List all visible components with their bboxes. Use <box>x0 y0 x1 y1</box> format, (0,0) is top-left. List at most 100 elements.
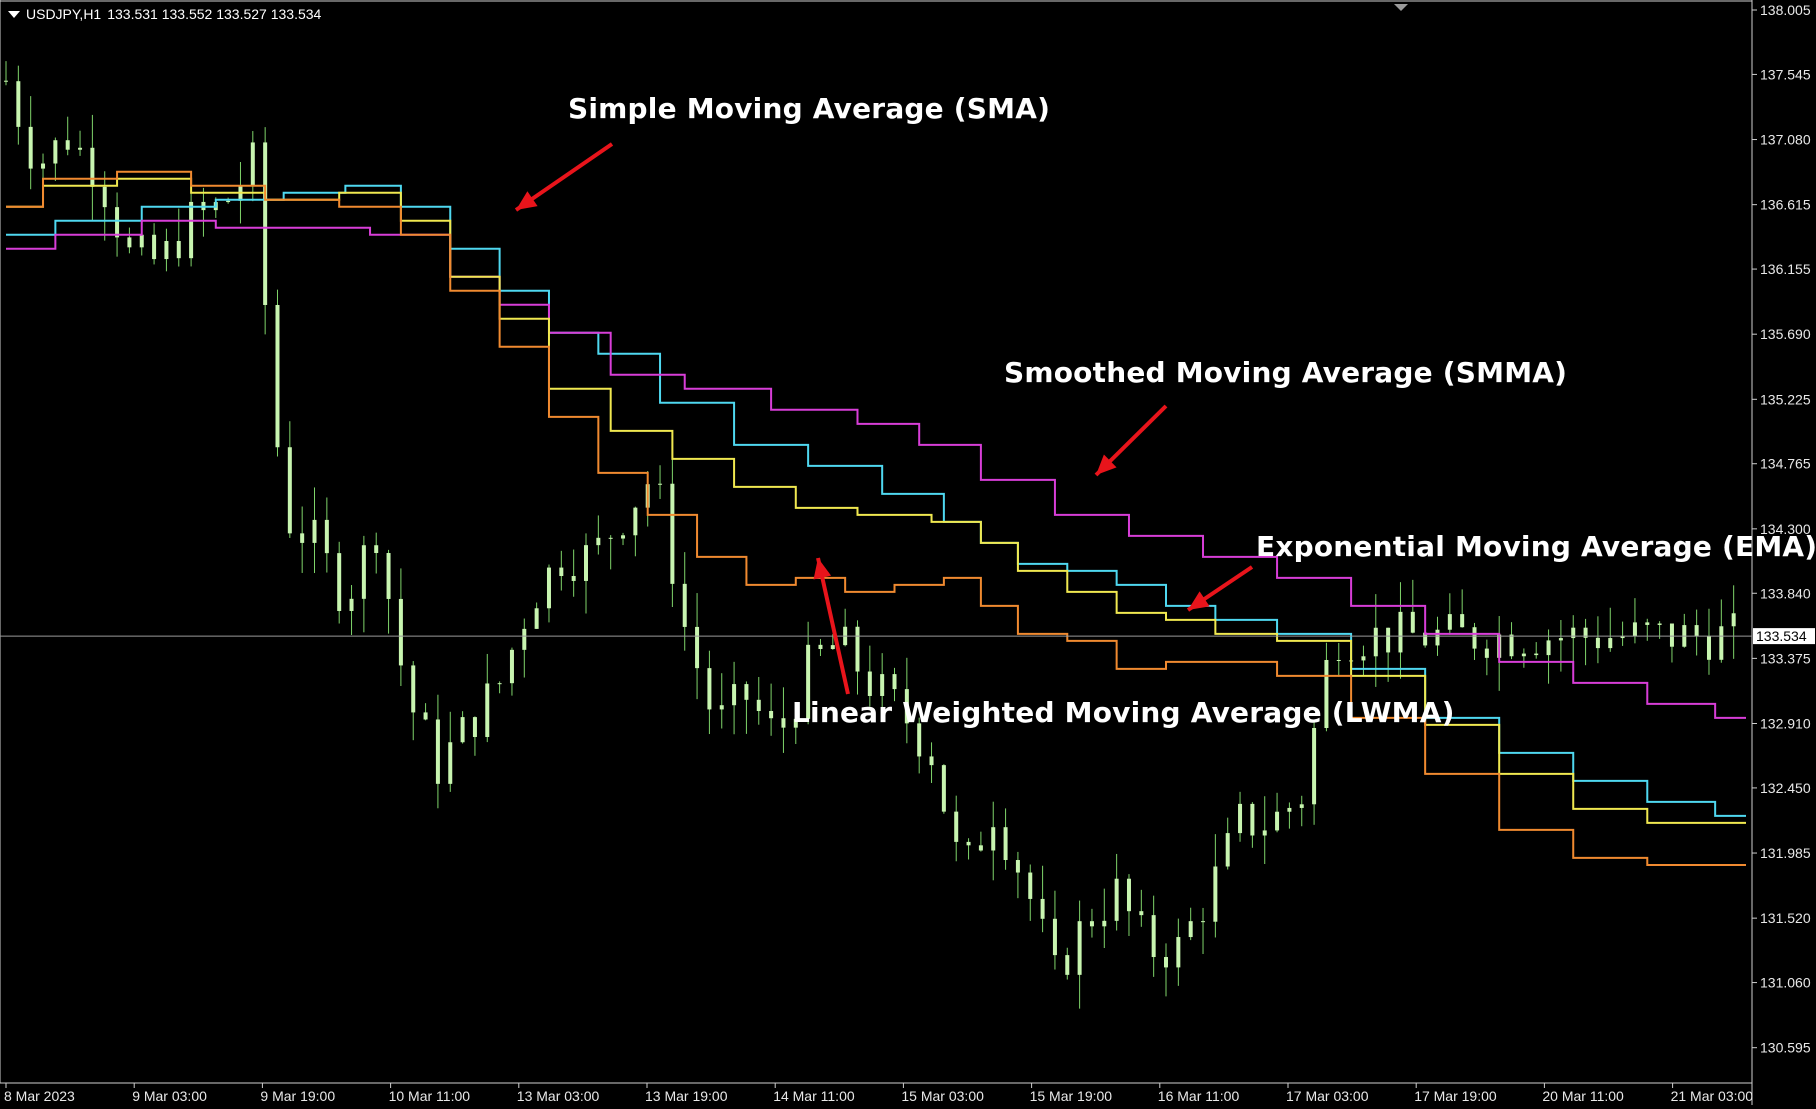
x-tick-label: 13 Mar 03:00 <box>517 1088 600 1104</box>
candle-body <box>534 608 539 629</box>
candle-body <box>1275 811 1280 831</box>
candle-body <box>497 683 502 685</box>
candle-body <box>1287 807 1292 812</box>
candle-body <box>880 674 885 696</box>
candle-body <box>744 684 749 700</box>
candle-body <box>1645 622 1650 625</box>
shift-marker-icon <box>1394 4 1408 11</box>
y-tick-label: 131.060 <box>1760 975 1811 991</box>
sma-line <box>6 184 1746 817</box>
candle-body <box>1312 727 1317 805</box>
candle-body <box>596 537 601 546</box>
candle-body <box>324 519 329 554</box>
candle-body <box>1065 955 1070 975</box>
y-tick-label: 134.300 <box>1760 521 1811 537</box>
candle-body <box>1632 622 1637 637</box>
symbol-header[interactable]: USDJPY,H1 133.531 133.552 133.527 133.53… <box>8 6 321 22</box>
sma-arrow-icon-head <box>516 191 538 210</box>
annotation-arrows <box>514 142 1254 695</box>
candle-body <box>1669 623 1674 647</box>
candle-body <box>263 142 268 305</box>
candle-body <box>546 567 551 609</box>
y-tick-label: 131.985 <box>1760 845 1811 861</box>
candle-body <box>1571 627 1576 639</box>
candle-body <box>1015 860 1020 873</box>
y-tick-label: 137.080 <box>1760 132 1811 148</box>
candle-body <box>102 186 107 208</box>
candle-body <box>855 626 860 672</box>
candle-body <box>1386 627 1391 653</box>
candle-body <box>584 545 588 581</box>
smma-annotation: Smoothed Moving Average (SMMA) <box>1004 356 1568 389</box>
candle-body <box>1423 632 1428 646</box>
candle-body <box>695 626 700 669</box>
candle-body <box>1484 648 1489 658</box>
candle-body <box>769 711 774 719</box>
price-tag-label: 133.534 <box>1756 628 1807 644</box>
candles-group <box>4 61 1736 1009</box>
x-tick-label: 21 Mar 03:00 <box>1671 1088 1754 1104</box>
x-tick-label: 15 Mar 19:00 <box>1030 1088 1113 1104</box>
candle-body <box>830 645 835 650</box>
candle-body <box>509 649 514 684</box>
x-tick-label: 16 Mar 11:00 <box>1158 1088 1240 1104</box>
candle-body <box>16 81 21 127</box>
candle-body <box>1299 804 1304 808</box>
candle-body <box>682 583 687 627</box>
candle-body <box>472 717 477 737</box>
candle-body <box>1521 653 1526 657</box>
smma-arrow-icon-head <box>1096 454 1117 475</box>
candle-body <box>349 598 354 611</box>
candle-body <box>1534 653 1539 656</box>
candle-body <box>41 163 46 169</box>
candle-body <box>374 545 379 554</box>
candle-body <box>1077 921 1082 975</box>
y-tick-label: 134.765 <box>1760 456 1811 472</box>
candle-body <box>1250 803 1255 836</box>
candle-body <box>818 644 823 650</box>
candle-body <box>361 545 366 599</box>
candle-body <box>522 628 527 650</box>
candle-body <box>1164 957 1168 968</box>
candle-body <box>1509 634 1514 657</box>
candle-body <box>115 207 120 238</box>
candle-body <box>398 598 403 666</box>
candle-body <box>929 756 934 766</box>
y-tick-label: 136.155 <box>1760 261 1811 277</box>
ema-annotation: Exponential Moving Average (EMA) <box>1256 530 1816 563</box>
candle-body <box>941 765 946 812</box>
ema-line <box>6 177 1746 824</box>
candle-body <box>1225 833 1230 867</box>
candle-body <box>1620 636 1625 639</box>
candle-body <box>1089 921 1094 927</box>
lwma-arrow-icon-shaft <box>816 557 850 695</box>
lwma-line <box>6 170 1746 866</box>
chevron-down-icon[interactable] <box>8 10 20 18</box>
candle-body <box>300 533 305 543</box>
candle-body <box>460 717 465 743</box>
candle-body <box>176 240 181 259</box>
x-tick-label: 8 Mar 2023 <box>4 1088 75 1104</box>
candle-body <box>867 671 872 696</box>
candle-body <box>164 240 169 260</box>
candle-body <box>1114 878 1119 921</box>
x-tick-label: 9 Mar 03:00 <box>132 1088 207 1104</box>
candle-body <box>65 140 70 150</box>
candle-body <box>756 699 761 712</box>
candle-body <box>707 668 712 710</box>
x-tick-label: 17 Mar 19:00 <box>1414 1088 1497 1104</box>
y-tick-label: 132.910 <box>1760 715 1811 731</box>
y-tick-label: 130.595 <box>1760 1040 1811 1056</box>
candle-body <box>1361 656 1366 661</box>
candle-body <box>1151 915 1156 958</box>
candle-body <box>1102 920 1107 927</box>
x-tick-label: 13 Mar 19:00 <box>645 1088 728 1104</box>
candle-body <box>4 80 8 82</box>
moving-average-lines <box>6 170 1746 866</box>
price-tag-box <box>1753 628 1815 645</box>
y-tick-label: 138.005 <box>1760 2 1811 18</box>
x-tick-label: 9 Mar 19:00 <box>260 1088 335 1104</box>
